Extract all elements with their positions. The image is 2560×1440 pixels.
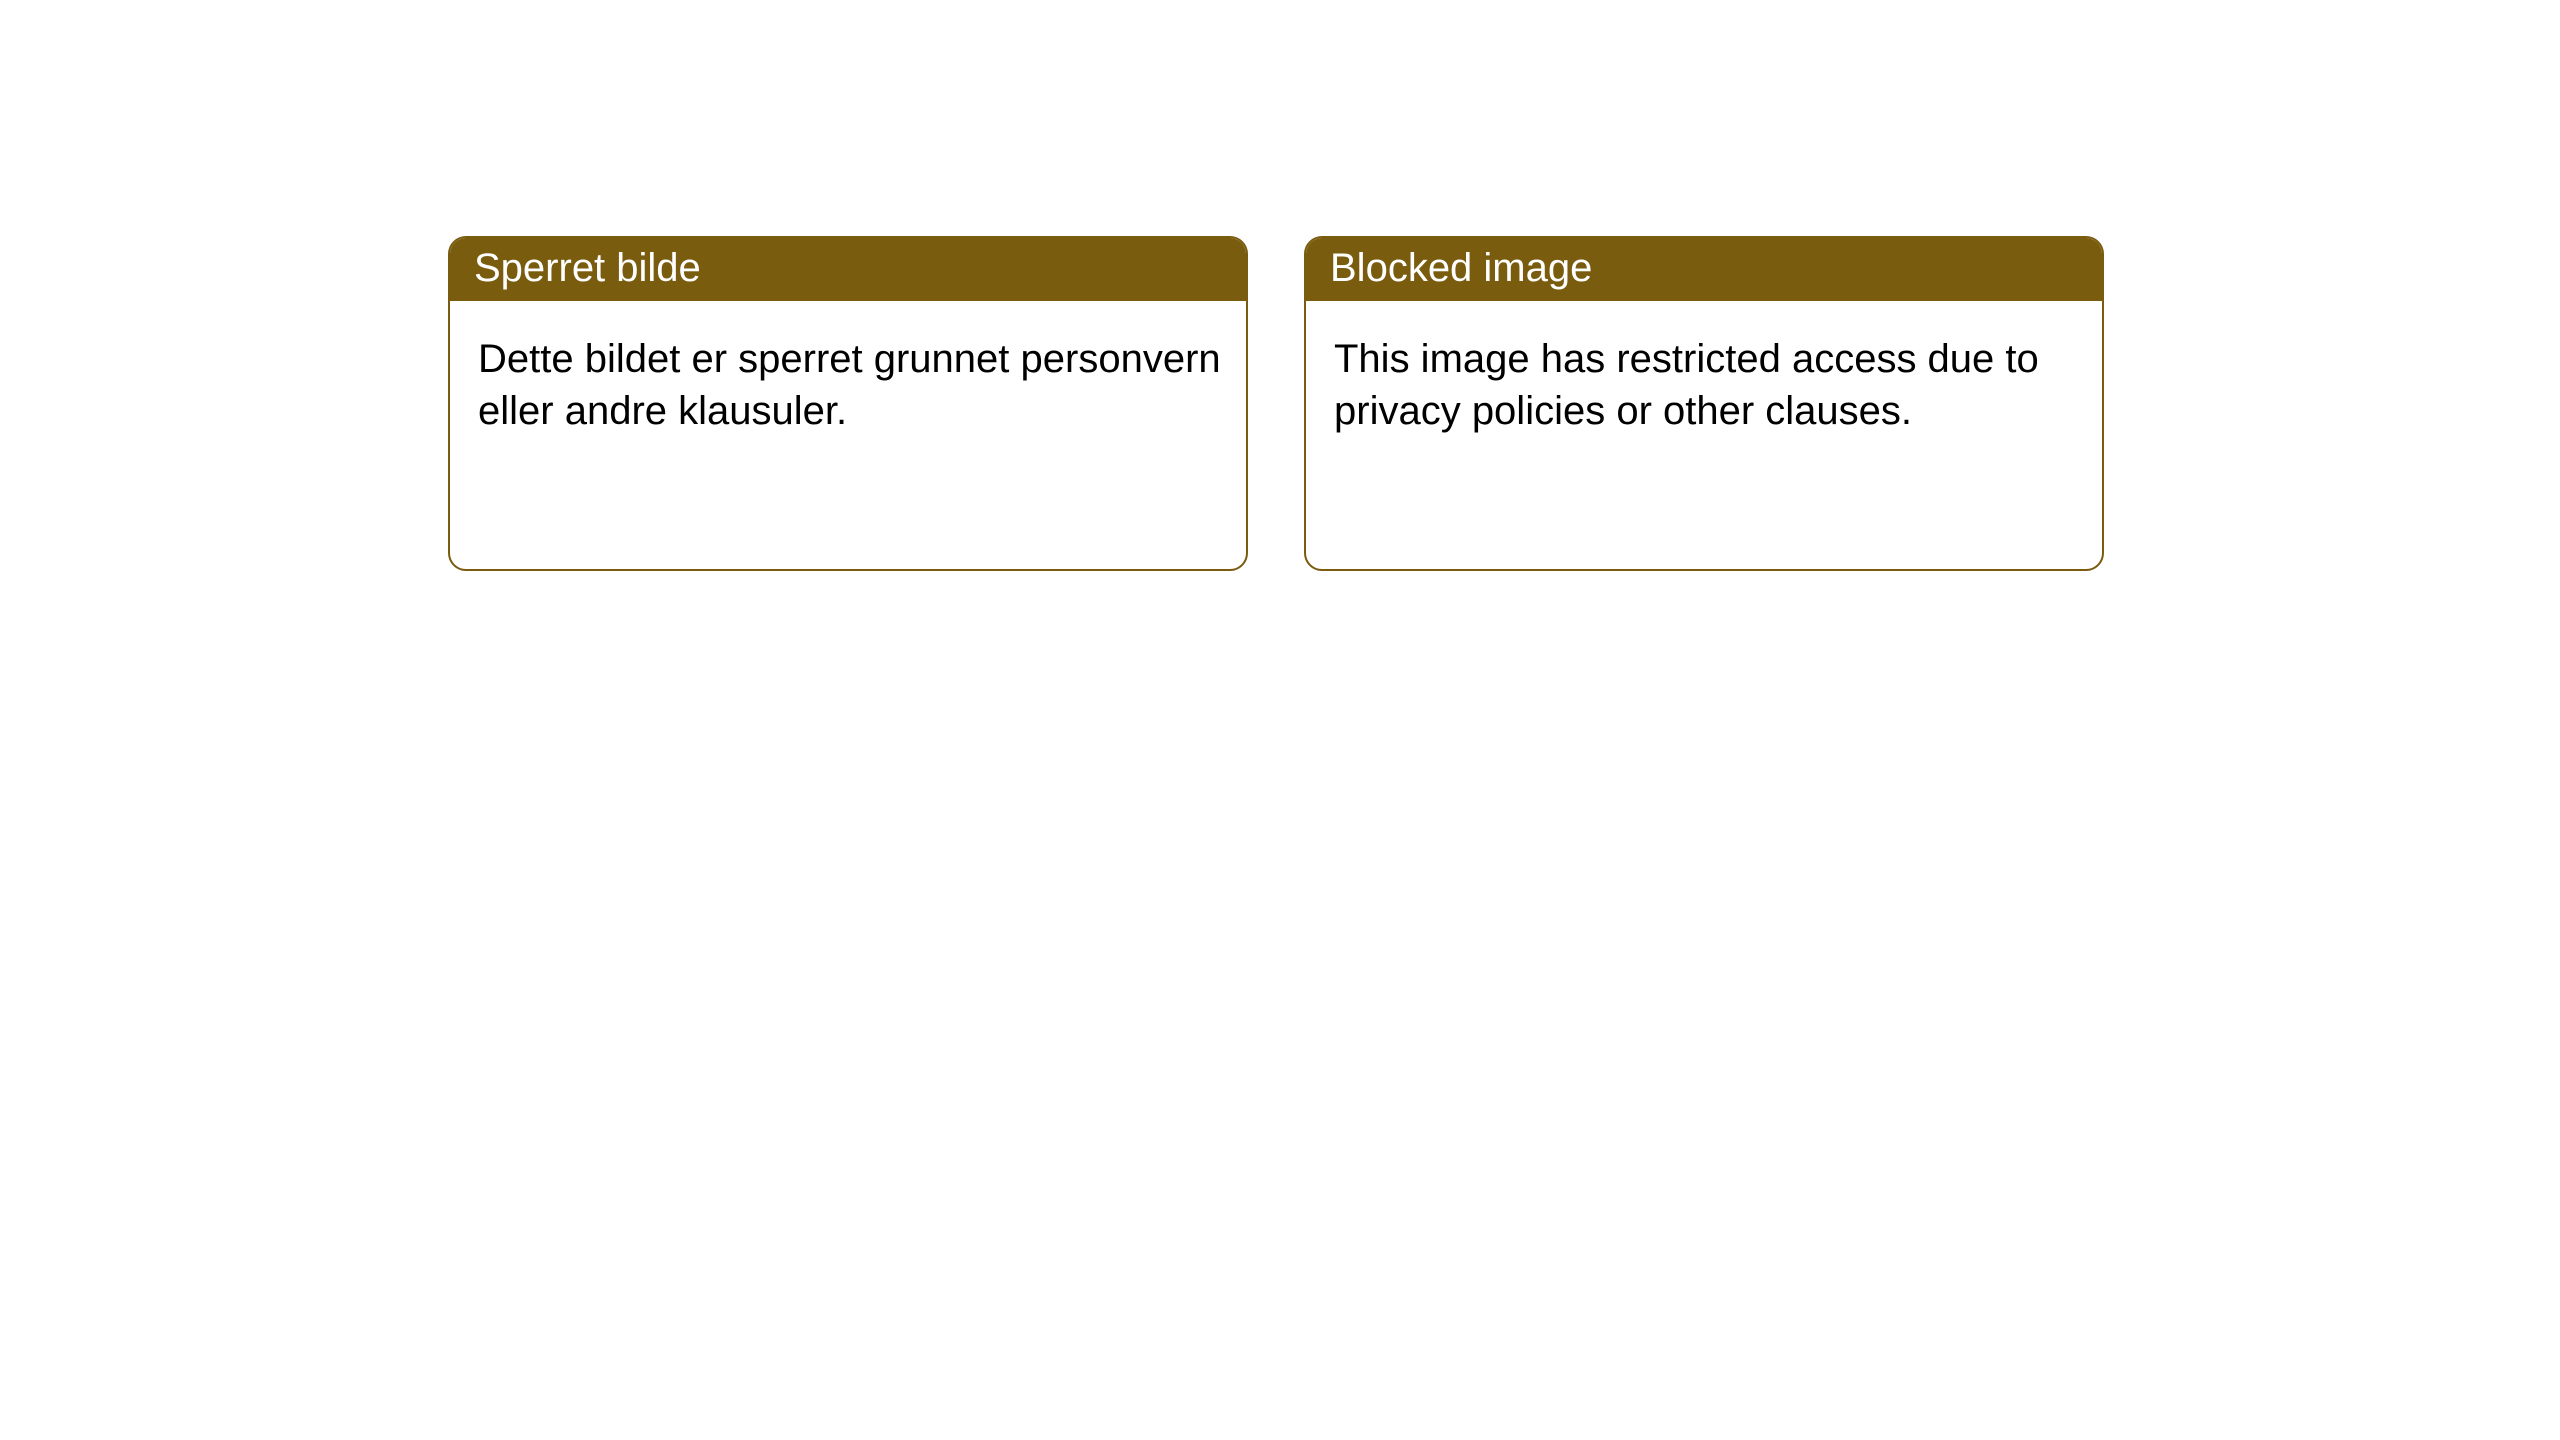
notice-container: Sperret bilde Dette bildet er sperret gr… [448, 236, 2104, 571]
notice-header-en: Blocked image [1306, 238, 2102, 301]
notice-card-no: Sperret bilde Dette bildet er sperret gr… [448, 236, 1248, 571]
notice-card-en: Blocked image This image has restricted … [1304, 236, 2104, 571]
notice-header-no: Sperret bilde [450, 238, 1246, 301]
notice-body-en: This image has restricted access due to … [1306, 301, 2102, 461]
notice-body-no: Dette bildet er sperret grunnet personve… [450, 301, 1246, 461]
